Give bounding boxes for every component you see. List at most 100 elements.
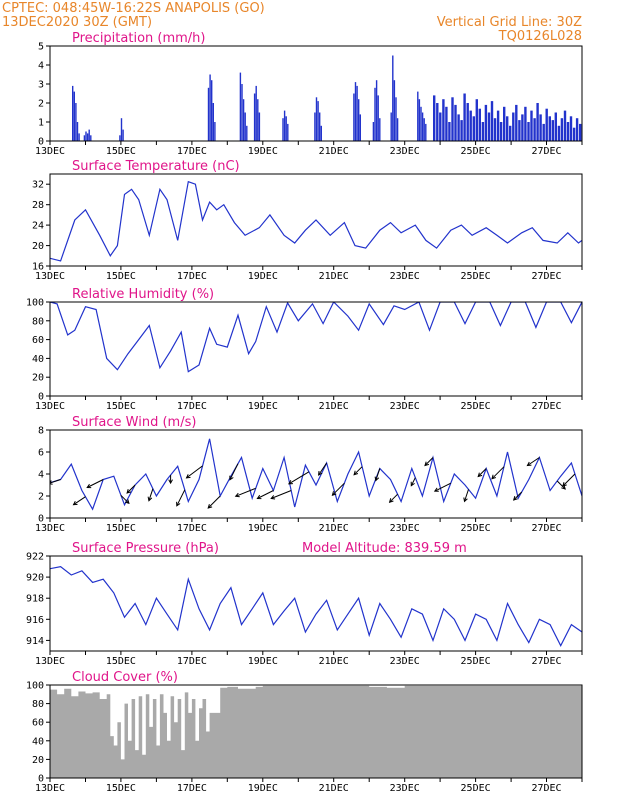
- precip-bar: [354, 82, 357, 141]
- precip-xtick-label: 15DEC: [106, 146, 136, 157]
- precip-bar: [457, 114, 460, 141]
- wind-arrow-shaft: [424, 457, 434, 466]
- wind-ytick-label: 6: [38, 448, 44, 459]
- precip-bar: [421, 112, 424, 141]
- precip-bar: [282, 118, 284, 141]
- wind-arrow-head: [410, 481, 415, 487]
- wind-arrow-head: [512, 495, 518, 501]
- precip-bar: [122, 129, 124, 141]
- cloud-xtick-label: 13DEC: [35, 783, 65, 794]
- rh-ytick-label: 60: [32, 335, 44, 346]
- pressure-xtick-label: 17DEC: [177, 656, 207, 667]
- precip-bar: [241, 84, 243, 141]
- precip-bar: [356, 85, 358, 141]
- precip-bar: [257, 99, 259, 141]
- precip-bar: [393, 80, 396, 141]
- precip-bar: [545, 108, 548, 141]
- temp-plot-area: [50, 180, 582, 262]
- precip-bar: [521, 114, 524, 141]
- wind-arrow-shaft: [120, 494, 130, 504]
- wind-arrow-head: [234, 492, 240, 498]
- precip-frame: [49, 45, 583, 142]
- precip-bar: [515, 104, 518, 141]
- precip-bar: [392, 55, 394, 141]
- wind-arrow-shaft: [410, 477, 416, 486]
- precip-bar: [493, 118, 497, 141]
- precip-bar: [377, 95, 379, 141]
- rh-ytick-label: 40: [32, 354, 44, 365]
- cloud-xtick-label: 15DEC: [106, 783, 136, 794]
- precip-xtick-label: 21DEC: [319, 146, 349, 157]
- precip-plot-area: [72, 55, 582, 141]
- precip-bar: [314, 112, 316, 141]
- precip-bar: [439, 112, 442, 141]
- cloud-ytick-label: 40: [32, 736, 44, 747]
- precip-bar: [524, 106, 527, 141]
- precip-bar: [359, 114, 361, 141]
- precip-bar: [484, 104, 488, 141]
- wind-arrow-head: [424, 461, 430, 467]
- rh-panel: Relative Humidity (%) 0 20 40 60 80 100 13DEC 15…: [26, 287, 583, 412]
- precip-bar: [319, 112, 321, 141]
- wind-xtick-label: 25DEC: [461, 523, 491, 534]
- precip-ytick-label: 1: [38, 118, 44, 129]
- cloud-cover-area: [50, 685, 582, 778]
- temp-ytick-label: 28: [32, 200, 44, 211]
- precip-bar: [119, 135, 121, 141]
- rh-ytick-label: 0: [38, 392, 44, 403]
- precip-bar: [374, 87, 376, 141]
- wind-arrow-shaft: [186, 465, 203, 479]
- pressure-xtick-label: 23DEC: [390, 656, 420, 667]
- precip-bar: [258, 112, 261, 141]
- pressure-xtick-label: 13DEC: [35, 656, 65, 667]
- pressure-ytick-label: 922: [26, 552, 44, 563]
- precip-bar: [425, 123, 427, 141]
- pressure-frame: [49, 555, 583, 652]
- cloud-xtick-label: 25DEC: [461, 783, 491, 794]
- wind-arrow-shaft: [353, 466, 363, 476]
- precip-title: Precipitation (mm/h): [72, 31, 205, 46]
- precip-bar: [554, 112, 557, 141]
- precip-bar: [481, 122, 485, 141]
- wind-arrow-shaft: [235, 487, 256, 497]
- temp-xtick-label: 25DEC: [461, 271, 491, 282]
- precip-bar: [572, 127, 576, 141]
- pressure-xtick-label: 21DEC: [319, 656, 349, 667]
- precip-bar: [212, 103, 214, 141]
- wind-xtick-label: 21DEC: [319, 523, 349, 534]
- wind-arrow-head: [229, 475, 234, 481]
- precip-bar: [478, 108, 481, 141]
- precip-ytick-label: 2: [38, 99, 44, 110]
- cloud-ytick-label: 80: [32, 699, 44, 710]
- cloud-ytick-label: 20: [32, 755, 44, 766]
- precip-xtick-label: 27DEC: [531, 146, 561, 157]
- wind-arrow-shaft: [556, 480, 566, 490]
- precip-bar: [433, 95, 436, 141]
- wind-arrow-shaft: [126, 484, 136, 494]
- wind-arrow-head: [331, 491, 337, 496]
- precip-xtick-label: 23DEC: [390, 146, 420, 157]
- precip-bar: [417, 91, 419, 141]
- cloud-xtick-label: 19DEC: [248, 783, 278, 794]
- precip-bar: [207, 87, 210, 141]
- cloud-xtick-label: 17DEC: [177, 783, 207, 794]
- precip-bar: [579, 123, 582, 141]
- precip-bar: [90, 135, 92, 141]
- precip-bar: [214, 122, 216, 141]
- wind-xtick-label: 19DEC: [248, 523, 278, 534]
- wind-arrow-shaft: [257, 490, 274, 499]
- wind-xtick-label: 15DEC: [106, 523, 136, 534]
- cloud-ytick-label: 60: [32, 718, 44, 729]
- header-date: 13DEC2020 30Z (GMT): [2, 15, 152, 30]
- temp-xtick-label: 15DEC: [106, 271, 136, 282]
- rh-xtick-label: 19DEC: [248, 401, 278, 412]
- precip-bar: [72, 85, 74, 141]
- wind-ytick-label: 4: [38, 470, 44, 481]
- precip-bar: [317, 101, 319, 141]
- header-model-id: TQ0126L028: [498, 29, 582, 44]
- precip-bar: [375, 80, 378, 141]
- precip-bar: [557, 125, 561, 141]
- precip-bar: [83, 135, 86, 141]
- precip-bar: [512, 112, 515, 141]
